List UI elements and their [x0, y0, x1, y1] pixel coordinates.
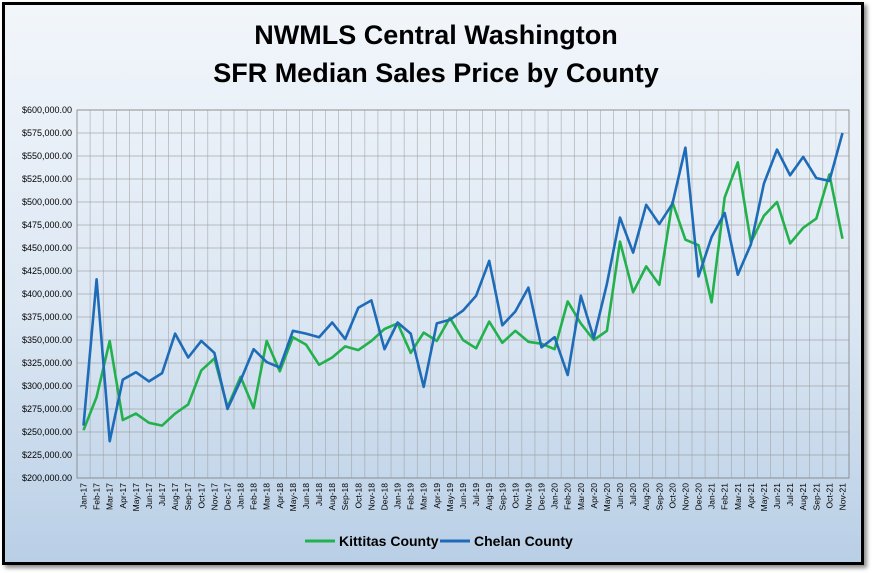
x-tick-label: Dec-17	[222, 483, 232, 511]
x-tick-label: Jul-17	[157, 483, 167, 506]
x-tick-label: May-17	[131, 483, 141, 512]
x-tick-label: Oct-18	[353, 483, 363, 509]
x-tick-label: Aug-21	[798, 483, 808, 511]
legend: Kittitas County Chelan County	[305, 533, 573, 549]
chart-title-line1: NWMLS Central Washington	[254, 20, 618, 50]
x-tick-label: Apr-20	[589, 483, 599, 509]
x-tick-label: Oct-20	[667, 483, 677, 509]
x-tick-label: Apr-17	[118, 483, 128, 509]
x-tick-label: Mar-21	[733, 483, 743, 510]
x-tick-label: Sep-20	[654, 483, 664, 511]
x-tick-label: Dec-19	[537, 483, 547, 511]
y-tick-label: $500,000.00	[22, 197, 72, 207]
x-tick-label: Jul-21	[785, 483, 795, 506]
gridlines	[77, 109, 849, 479]
y-tick-label: $275,000.00	[22, 404, 72, 414]
x-tick-label: Jun-21	[772, 483, 782, 509]
y-tick-label: $250,000.00	[22, 427, 72, 437]
x-axis-ticks: Jan-17 Feb-17 Mar-17 Apr-17 May-17 Jun-17 Jul-…	[79, 483, 848, 512]
x-tick-label: Nov-19	[523, 483, 533, 511]
y-tick-label: $525,000.00	[22, 174, 72, 184]
x-tick-label: Feb-17	[92, 483, 102, 510]
x-tick-label: Jan-17	[79, 483, 89, 509]
x-tick-label: Apr-18	[275, 483, 285, 509]
x-tick-label: Aug-18	[327, 483, 337, 511]
x-tick-label: Dec-20	[694, 483, 704, 511]
x-tick-label: Aug-20	[641, 483, 651, 511]
x-tick-label: Mar-17	[105, 483, 115, 510]
y-tick-label: $550,000.00	[22, 151, 72, 161]
y-tick-label: $425,000.00	[22, 266, 72, 276]
series-lines	[82, 132, 844, 443]
chart-frame	[2, 2, 864, 565]
chart-title-line2: SFR Median Sales Price by County	[213, 58, 659, 88]
y-tick-label: $450,000.00	[22, 243, 72, 253]
x-tick-label: Jun-19	[458, 483, 468, 509]
x-tick-label: Jan-19	[393, 483, 403, 509]
x-tick-label: Feb-20	[563, 483, 573, 510]
y-tick-label: $225,000.00	[22, 450, 72, 460]
legend-label-kittitas: Kittitas County	[339, 533, 439, 549]
x-tick-label: Sep-17	[183, 483, 193, 511]
x-tick-label: May-21	[759, 483, 769, 512]
x-tick-label: Feb-19	[406, 483, 416, 510]
x-tick-label: Sep-19	[497, 483, 507, 511]
x-tick-label: Jan-20	[550, 483, 560, 509]
x-tick-label: Feb-18	[249, 483, 259, 510]
x-tick-label: Nov-20	[680, 483, 690, 511]
y-tick-label: $600,000.00	[22, 105, 72, 115]
x-tick-label: Sep-21	[811, 483, 821, 511]
x-tick-label: Oct-21	[824, 483, 834, 509]
y-tick-label: $475,000.00	[22, 220, 72, 230]
x-tick-label: Jul-18	[314, 483, 324, 506]
x-tick-label: Feb-21	[720, 483, 730, 510]
x-tick-label: Sep-18	[340, 483, 350, 511]
x-tick-label: Oct-19	[510, 483, 520, 509]
x-tick-label: May-19	[445, 483, 455, 512]
x-tick-label: Jun-17	[144, 483, 154, 509]
y-tick-label: $200,000.00	[22, 473, 72, 483]
x-tick-label: Aug-19	[484, 483, 494, 511]
y-tick-label: $350,000.00	[22, 335, 72, 345]
x-tick-label: Nov-17	[209, 483, 219, 511]
x-tick-label: Dec-18	[379, 483, 389, 511]
y-axis-ticks: $200,000.00 $225,000.00 $250,000.00 $275,00…	[22, 105, 72, 483]
x-tick-label: Mar-20	[576, 483, 586, 510]
x-tick-label: May-18	[288, 483, 298, 512]
x-tick-label: Aug-17	[170, 483, 180, 511]
x-tick-label: Apr-21	[746, 483, 756, 509]
y-tick-label: $325,000.00	[22, 358, 72, 368]
x-tick-label: Jun-18	[301, 483, 311, 509]
x-tick-label: Jan-21	[707, 483, 717, 509]
x-tick-label: Mar-19	[419, 483, 429, 510]
series-line-kittitas-county	[82, 161, 844, 431]
x-tick-label: May-20	[602, 483, 612, 512]
y-tick-label: $375,000.00	[22, 312, 72, 322]
x-tick-label: Jun-20	[615, 483, 625, 509]
x-tick-label: Oct-17	[196, 483, 206, 509]
x-tick-label: Jul-20	[628, 483, 638, 506]
y-tick-label: $575,000.00	[22, 128, 72, 138]
x-tick-label: Nov-21	[837, 483, 847, 511]
x-tick-label: Nov-18	[366, 483, 376, 511]
x-tick-label: Mar-18	[262, 483, 272, 510]
y-tick-label: $400,000.00	[22, 289, 72, 299]
y-tick-label: $300,000.00	[22, 381, 72, 391]
x-tick-label: Jan-18	[236, 483, 246, 509]
x-tick-label: Jul-19	[471, 483, 481, 506]
x-tick-label: Apr-19	[432, 483, 442, 509]
legend-label-chelan: Chelan County	[474, 533, 573, 549]
